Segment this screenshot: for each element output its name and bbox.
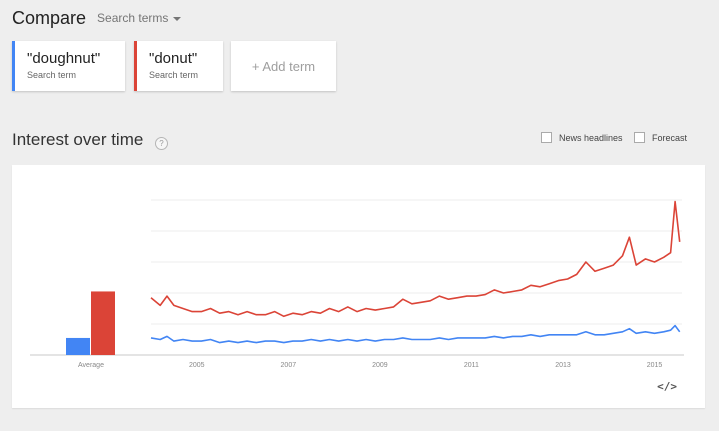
term-color-bar xyxy=(134,41,137,91)
x-tick-label: 2005 xyxy=(189,362,205,369)
forecast-label: Forecast xyxy=(652,132,688,143)
term-type: Search term xyxy=(149,70,199,80)
compare-header: Compare Search terms xyxy=(12,6,182,30)
compare-title: Compare xyxy=(12,7,87,28)
interest-chart: Average 2005 2007 2009 2011 2013 2015 xyxy=(30,199,684,369)
x-tick-label: 2013 xyxy=(555,362,571,369)
term-color-bar xyxy=(12,41,15,91)
search-terms-dropdown[interactable]: Search terms xyxy=(97,11,182,25)
series-line-doughnut xyxy=(150,324,681,344)
news-headlines-checkbox[interactable] xyxy=(541,132,552,143)
forecast-checkbox[interactable] xyxy=(634,132,645,143)
series-line-donut xyxy=(150,200,681,318)
embed-code-icon[interactable]: </> xyxy=(657,380,677,393)
term-type: Search term xyxy=(27,70,77,80)
news-headlines-toggle[interactable]: News headlines xyxy=(541,132,623,143)
term-card-donut[interactable]: "donut" Search term xyxy=(134,41,223,91)
search-terms-label: Search terms xyxy=(97,11,169,25)
forecast-toggle[interactable]: Forecast xyxy=(634,132,687,143)
news-headlines-label: News headlines xyxy=(559,132,623,143)
x-tick-label: 2015 xyxy=(647,362,663,369)
interest-chart-panel: Average 2005 2007 2009 2011 2013 2015 </> xyxy=(12,165,705,408)
interest-over-time-title: Interest over time xyxy=(12,130,144,149)
average-bar-donut xyxy=(91,291,115,355)
x-tick-label: 2009 xyxy=(372,362,388,369)
x-tick-label: 2011 xyxy=(464,362,479,369)
caret-down-icon xyxy=(173,17,182,21)
add-term-button[interactable]: + Add term xyxy=(231,41,336,91)
term-name: "doughnut" xyxy=(27,50,101,67)
average-bar-doughnut xyxy=(66,337,90,355)
average-label: Average xyxy=(78,362,104,369)
term-card-doughnut[interactable]: "doughnut" Search term xyxy=(12,41,125,91)
help-icon[interactable]: ? xyxy=(155,137,168,150)
term-name: "donut" xyxy=(149,50,198,67)
x-tick-label: 2007 xyxy=(281,362,297,369)
